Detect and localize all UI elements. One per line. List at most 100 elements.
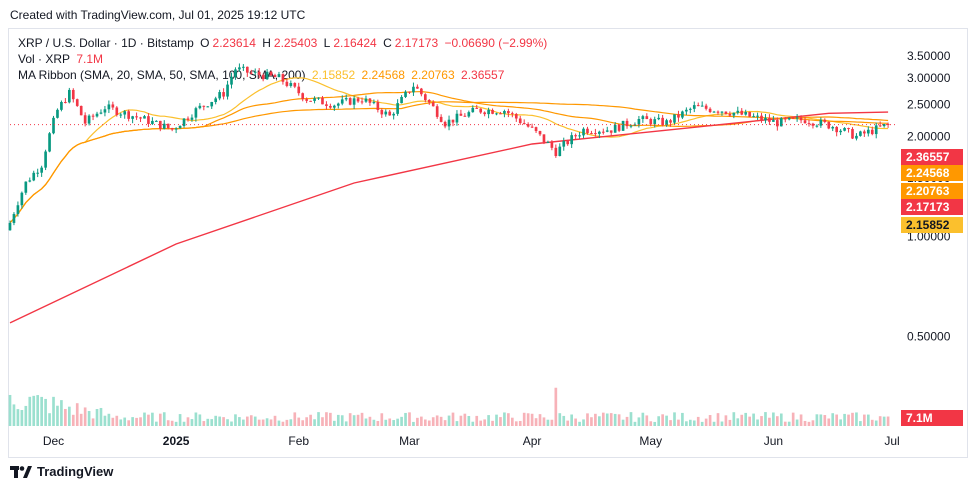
candle-body — [724, 111, 728, 114]
volume-bar — [289, 419, 293, 426]
volume-bar — [325, 412, 328, 426]
volume-bar — [293, 412, 297, 426]
volume-bar — [107, 413, 111, 426]
volume-bar — [847, 414, 850, 426]
volume-bar — [649, 421, 653, 426]
volume-bar — [178, 414, 182, 426]
candle-body — [756, 115, 759, 117]
candle-body — [67, 89, 71, 103]
candle-body — [491, 109, 494, 114]
volume-bar — [756, 419, 759, 426]
volume-bar — [471, 421, 475, 426]
volume-bar — [843, 413, 846, 426]
volume-bar — [60, 400, 63, 426]
candle-body — [768, 117, 771, 122]
volume-bar — [795, 419, 799, 426]
volume-bar — [546, 419, 550, 426]
volume-bar — [673, 412, 676, 426]
candle-body — [162, 123, 166, 129]
volume-bar — [348, 413, 352, 426]
volume-bar — [542, 417, 546, 426]
volume-bar — [329, 412, 332, 426]
candle-body — [558, 146, 562, 157]
candle-body — [772, 120, 775, 122]
candle-body — [214, 98, 218, 102]
candle-body — [427, 99, 431, 103]
volume-bar — [463, 413, 467, 426]
volume-bar — [155, 421, 158, 426]
candle-body — [594, 133, 597, 135]
volume-bar — [261, 419, 265, 426]
candle-body — [336, 103, 340, 106]
volume-bar — [447, 415, 451, 426]
candle-body — [673, 114, 676, 123]
candle-body — [827, 121, 831, 129]
candle-body — [364, 98, 368, 102]
volume-bar — [210, 419, 214, 426]
candle-body — [99, 112, 103, 114]
volume-bar — [249, 415, 253, 426]
candle-body — [542, 134, 546, 143]
volume-bar — [831, 413, 835, 426]
volume-bar — [64, 408, 67, 426]
candle-body — [143, 116, 146, 119]
volume-bar — [423, 419, 427, 426]
volume-bar — [716, 413, 720, 426]
volume-bar — [787, 421, 791, 426]
volume-bar — [202, 421, 206, 426]
volume-bar — [360, 412, 364, 426]
symbol-title[interactable]: XRP / U.S. Dollar · 1D · Bitstamp — [18, 36, 194, 50]
candle-body — [119, 114, 123, 116]
volume-bar — [340, 415, 344, 426]
candle-body — [779, 118, 783, 127]
volume-bar — [748, 416, 751, 426]
candle-body — [503, 110, 506, 114]
footer-brand[interactable]: TradingView — [10, 464, 113, 479]
candle-body — [293, 83, 297, 87]
volume-bar — [352, 415, 356, 426]
volume-bar — [692, 420, 696, 426]
candle-body — [16, 205, 20, 215]
candle-body — [151, 120, 154, 124]
candle-body — [455, 113, 459, 123]
volume-bar — [633, 421, 637, 426]
candle-body — [40, 167, 43, 173]
volume-bar — [526, 413, 530, 426]
candle-body — [206, 106, 210, 108]
volume-bar — [657, 416, 661, 426]
volume-bar — [483, 419, 486, 426]
y-tick-label: 3.50000 — [907, 49, 951, 63]
candle-body — [459, 113, 463, 116]
volume-bar — [420, 416, 423, 426]
candle-body — [372, 102, 376, 104]
volume-bar — [44, 398, 47, 426]
volume-bar — [317, 412, 320, 426]
candle-body — [123, 111, 127, 115]
candle-body — [621, 120, 625, 131]
candle-body — [495, 113, 498, 115]
volume-bar — [313, 419, 316, 426]
volume-bar — [174, 421, 178, 426]
candle-body — [863, 131, 866, 134]
volume-bar — [71, 414, 75, 426]
ma100-value: 2.20763 — [411, 68, 455, 82]
price-badge: 2.17173 — [901, 199, 963, 215]
volume-bar — [866, 414, 870, 426]
volume-bar — [661, 414, 664, 426]
candle-body — [499, 113, 502, 115]
candle-body — [71, 89, 75, 100]
candle-body — [570, 135, 573, 145]
volume-bar — [36, 395, 40, 426]
volume-bar — [451, 412, 455, 426]
candle-body — [245, 66, 249, 73]
volume-bar — [669, 420, 672, 426]
volume-bar — [740, 414, 744, 426]
volume-bar — [384, 419, 388, 426]
candle-body — [431, 102, 435, 107]
volume-bar — [586, 413, 589, 426]
candle-body — [317, 97, 320, 99]
candle-body — [732, 112, 736, 116]
volume-bar — [198, 414, 202, 426]
candle-body — [692, 105, 696, 109]
